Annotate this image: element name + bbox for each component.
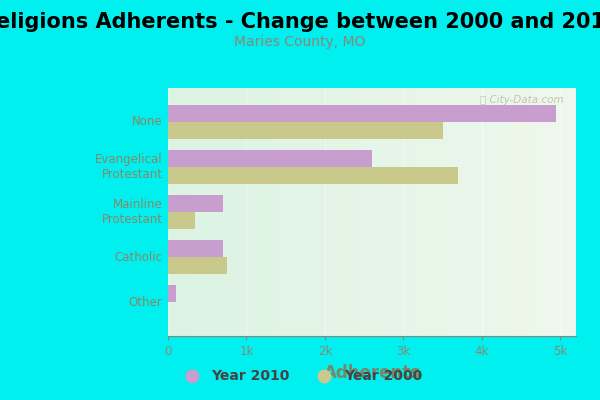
Legend: Year 2010, Year 2000: Year 2010, Year 2000 — [172, 364, 428, 389]
Bar — [168, 240, 223, 257]
Bar — [168, 285, 176, 302]
Bar — [168, 122, 443, 139]
Bar — [168, 150, 372, 167]
Text: Religions Adherents - Change between 2000 and 2010: Religions Adherents - Change between 200… — [0, 12, 600, 32]
Text: ⓘ City-Data.com: ⓘ City-Data.com — [480, 96, 564, 106]
Bar — [168, 195, 223, 212]
X-axis label: Adherents: Adherents — [323, 364, 421, 382]
Bar — [168, 105, 556, 122]
Bar — [168, 167, 458, 184]
Bar — [168, 167, 458, 184]
Bar — [168, 240, 223, 257]
Bar — [168, 257, 227, 274]
Bar — [168, 257, 227, 274]
Bar — [168, 105, 556, 122]
Bar — [168, 285, 176, 302]
Bar — [168, 212, 196, 229]
Bar — [168, 212, 196, 229]
Bar — [168, 195, 223, 212]
Text: Maries County, MO: Maries County, MO — [235, 35, 365, 49]
Bar — [168, 122, 443, 139]
Bar — [168, 150, 372, 167]
